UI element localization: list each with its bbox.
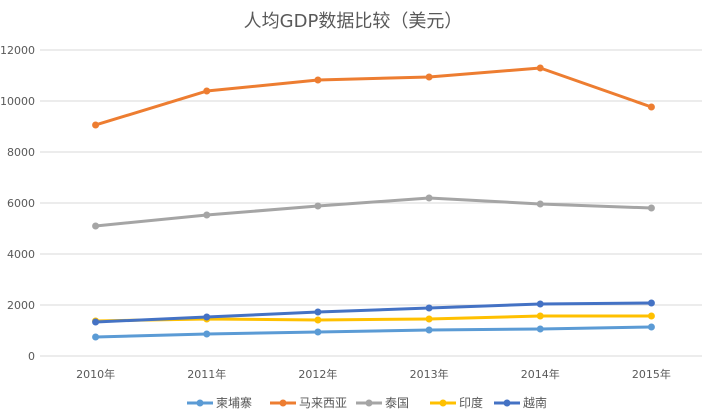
legend-label: 越南 xyxy=(523,395,547,410)
series-line xyxy=(95,325,652,339)
series-line xyxy=(95,301,652,324)
data-point xyxy=(203,313,211,321)
data-point xyxy=(314,328,322,336)
data-point xyxy=(536,64,544,72)
data-point xyxy=(536,300,544,308)
y-tick-label: 6000 xyxy=(7,197,35,210)
x-tick-label: 2012年 xyxy=(298,367,337,381)
y-tick-label: 10000 xyxy=(0,95,35,108)
legend-label: 泰国 xyxy=(385,396,409,410)
data-point xyxy=(425,304,433,312)
data-point xyxy=(425,326,433,334)
data-point xyxy=(536,325,544,333)
data-point xyxy=(647,323,655,331)
y-tick-label: 12000 xyxy=(0,44,35,57)
data-point xyxy=(203,87,211,95)
x-tick-label: 2011年 xyxy=(187,367,226,381)
data-point xyxy=(92,121,100,129)
data-point xyxy=(647,312,655,320)
y-tick-label: 4000 xyxy=(7,248,35,261)
legend-marker xyxy=(439,399,447,407)
data-point xyxy=(203,330,211,338)
data-point xyxy=(425,194,433,202)
data-point xyxy=(425,73,433,81)
data-point xyxy=(314,202,322,210)
x-tick-label: 2014年 xyxy=(521,367,560,381)
legend-marker xyxy=(365,399,373,407)
data-point xyxy=(314,316,322,324)
data-point xyxy=(647,299,655,307)
data-point xyxy=(203,211,211,219)
data-point xyxy=(92,318,100,326)
x-tick-label: 2015年 xyxy=(632,367,671,381)
legend-marker xyxy=(279,399,287,407)
data-point xyxy=(536,312,544,320)
chart-title: 人均GDP数据比较（美元） xyxy=(244,11,463,32)
y-tick-label: 8000 xyxy=(7,146,35,159)
y-tick-label: 2000 xyxy=(7,299,35,312)
data-point xyxy=(314,308,322,316)
x-tick-label: 2010年 xyxy=(76,367,115,381)
legend-label: 马来西亚 xyxy=(299,396,347,410)
x-tick-label: 2013年 xyxy=(410,367,449,381)
legend-label: 柬埔寨 xyxy=(216,395,252,410)
data-point xyxy=(647,103,655,111)
legend-label: 印度 xyxy=(459,395,483,410)
series-line xyxy=(95,66,652,127)
data-point xyxy=(314,76,322,84)
legend-marker xyxy=(196,399,204,407)
series-line xyxy=(95,196,652,228)
data-point xyxy=(536,200,544,208)
data-point xyxy=(92,333,100,341)
y-tick-label: 0 xyxy=(28,350,35,363)
data-point xyxy=(425,315,433,323)
data-point xyxy=(92,222,100,230)
legend-marker xyxy=(503,399,511,407)
data-point xyxy=(647,204,655,212)
